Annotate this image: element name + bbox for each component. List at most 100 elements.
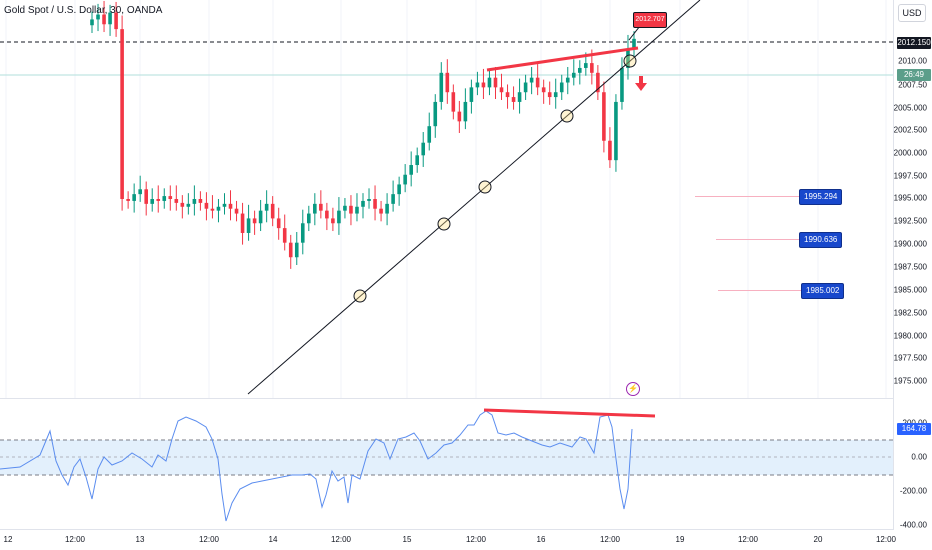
candle-body <box>427 126 432 143</box>
time-tick-label: 12:00 <box>875 535 897 544</box>
candle-body <box>96 14 100 20</box>
candle-body <box>337 210 341 224</box>
candle-body <box>180 202 185 207</box>
candle-body <box>451 92 456 112</box>
price-tick-label: 2005.000 <box>893 103 927 113</box>
trendline[interactable] <box>247 0 701 395</box>
candle-body <box>150 199 155 204</box>
candle-body <box>614 101 618 161</box>
level-line <box>716 239 800 240</box>
candle-body <box>391 194 395 204</box>
candle-body <box>469 87 474 102</box>
candle-body <box>210 208 215 211</box>
symbol-legend[interactable]: Gold Spot / U.S. Dollar, 30, OANDA <box>4 5 163 16</box>
candle-body <box>541 87 546 93</box>
time-tick-label: 12:00 <box>465 535 487 544</box>
candle-body <box>156 199 161 201</box>
candle-body <box>487 77 492 88</box>
candle-body <box>511 97 516 102</box>
current-price-badge: 26:49 <box>897 69 931 81</box>
candle-body <box>234 208 239 214</box>
time-tick-label: 13 <box>135 535 145 544</box>
candle-body <box>523 82 528 93</box>
candle-body <box>228 203 233 209</box>
price-tick-label: 1987.500 <box>893 262 927 272</box>
candle-body <box>307 213 311 224</box>
touch-circle <box>478 180 492 194</box>
candle-body <box>90 19 94 26</box>
candle-body <box>192 199 197 204</box>
level-label-1995[interactable]: 1995.294 <box>799 189 843 205</box>
candle-body <box>379 208 383 214</box>
candle-body <box>535 77 540 88</box>
cci-value-badge: 164.78 <box>897 423 931 435</box>
candle-body <box>415 155 419 166</box>
price-tick-label: 1997.500 <box>893 171 927 181</box>
time-tick-label: 20 <box>813 535 823 544</box>
candle-body <box>409 165 413 175</box>
candle-body <box>132 194 136 201</box>
price-tick-label: 1982.500 <box>893 308 927 318</box>
candle-body <box>367 199 371 201</box>
cci-pane[interactable] <box>0 399 894 530</box>
touch-circle <box>437 217 451 231</box>
price-tick-label: 2010.00 <box>898 56 927 66</box>
price-tick-label: 1985.000 <box>893 285 927 295</box>
price-chart-pane[interactable] <box>0 0 894 398</box>
level-label-1990[interactable]: 1990.636 <box>799 232 843 248</box>
candle-body <box>505 92 510 98</box>
candle-body <box>216 206 221 211</box>
candle-body <box>174 199 179 203</box>
candle-body <box>626 48 630 68</box>
candle-body <box>355 206 359 214</box>
candle-body <box>433 101 438 127</box>
candle-body <box>108 12 112 25</box>
candle-body <box>246 218 251 233</box>
candle-body <box>397 184 401 195</box>
candle-body <box>608 140 612 161</box>
candle-body <box>120 29 124 200</box>
candle-body <box>590 63 594 73</box>
candle-body <box>547 92 552 98</box>
candle-body <box>445 72 450 93</box>
candle-body <box>126 199 130 201</box>
touch-circles <box>353 54 637 303</box>
lightning-icon[interactable]: ⚡ <box>626 382 640 396</box>
time-tick-label: 12:00 <box>64 535 86 544</box>
time-tick-label: 12:00 <box>599 535 621 544</box>
divergence-line-cci[interactable] <box>483 408 656 418</box>
time-tick-label: 12:00 <box>737 535 759 544</box>
candle-body <box>565 77 570 83</box>
candle-body <box>493 77 498 88</box>
candle-body <box>282 228 287 243</box>
price-tick-label: 1995.000 <box>893 193 927 203</box>
cci-line <box>0 410 633 522</box>
candle-body <box>421 142 426 156</box>
candle-body <box>343 205 347 211</box>
candle-body <box>578 67 582 73</box>
time-tick-label: 19 <box>675 535 685 544</box>
candle-body <box>529 77 534 83</box>
vertical-gridlines <box>5 0 887 398</box>
time-axis[interactable]: 12 12:00 13 12:00 14 12:00 15 12:00 16 12:00 19 12:… <box>0 529 897 550</box>
candle-body <box>319 203 323 211</box>
candle-body <box>198 199 203 203</box>
level-label-1985[interactable]: 1985.002 <box>801 283 845 299</box>
candle-body <box>499 87 504 93</box>
candle-body <box>240 213 245 233</box>
candle-body <box>596 72 600 93</box>
candle-body <box>264 203 269 211</box>
candle-body <box>162 196 167 201</box>
price-tick-label: 2000.000 <box>893 148 927 158</box>
currency-button[interactable]: USD <box>898 4 926 22</box>
pane-divider[interactable] <box>0 398 894 399</box>
divergence-line-price[interactable] <box>486 46 639 72</box>
candle-body <box>276 218 281 229</box>
candle-body <box>475 82 480 88</box>
time-tick-label: 16 <box>536 535 546 544</box>
down-arrow-icon <box>635 76 647 91</box>
candle-body <box>204 202 209 209</box>
target-price-callout[interactable]: 2012.707 <box>633 12 667 28</box>
price-axis[interactable]: USD 2010.00 2007.50 2005.000 2002.500 2000.0… <box>893 0 932 530</box>
candle-body <box>584 63 588 68</box>
